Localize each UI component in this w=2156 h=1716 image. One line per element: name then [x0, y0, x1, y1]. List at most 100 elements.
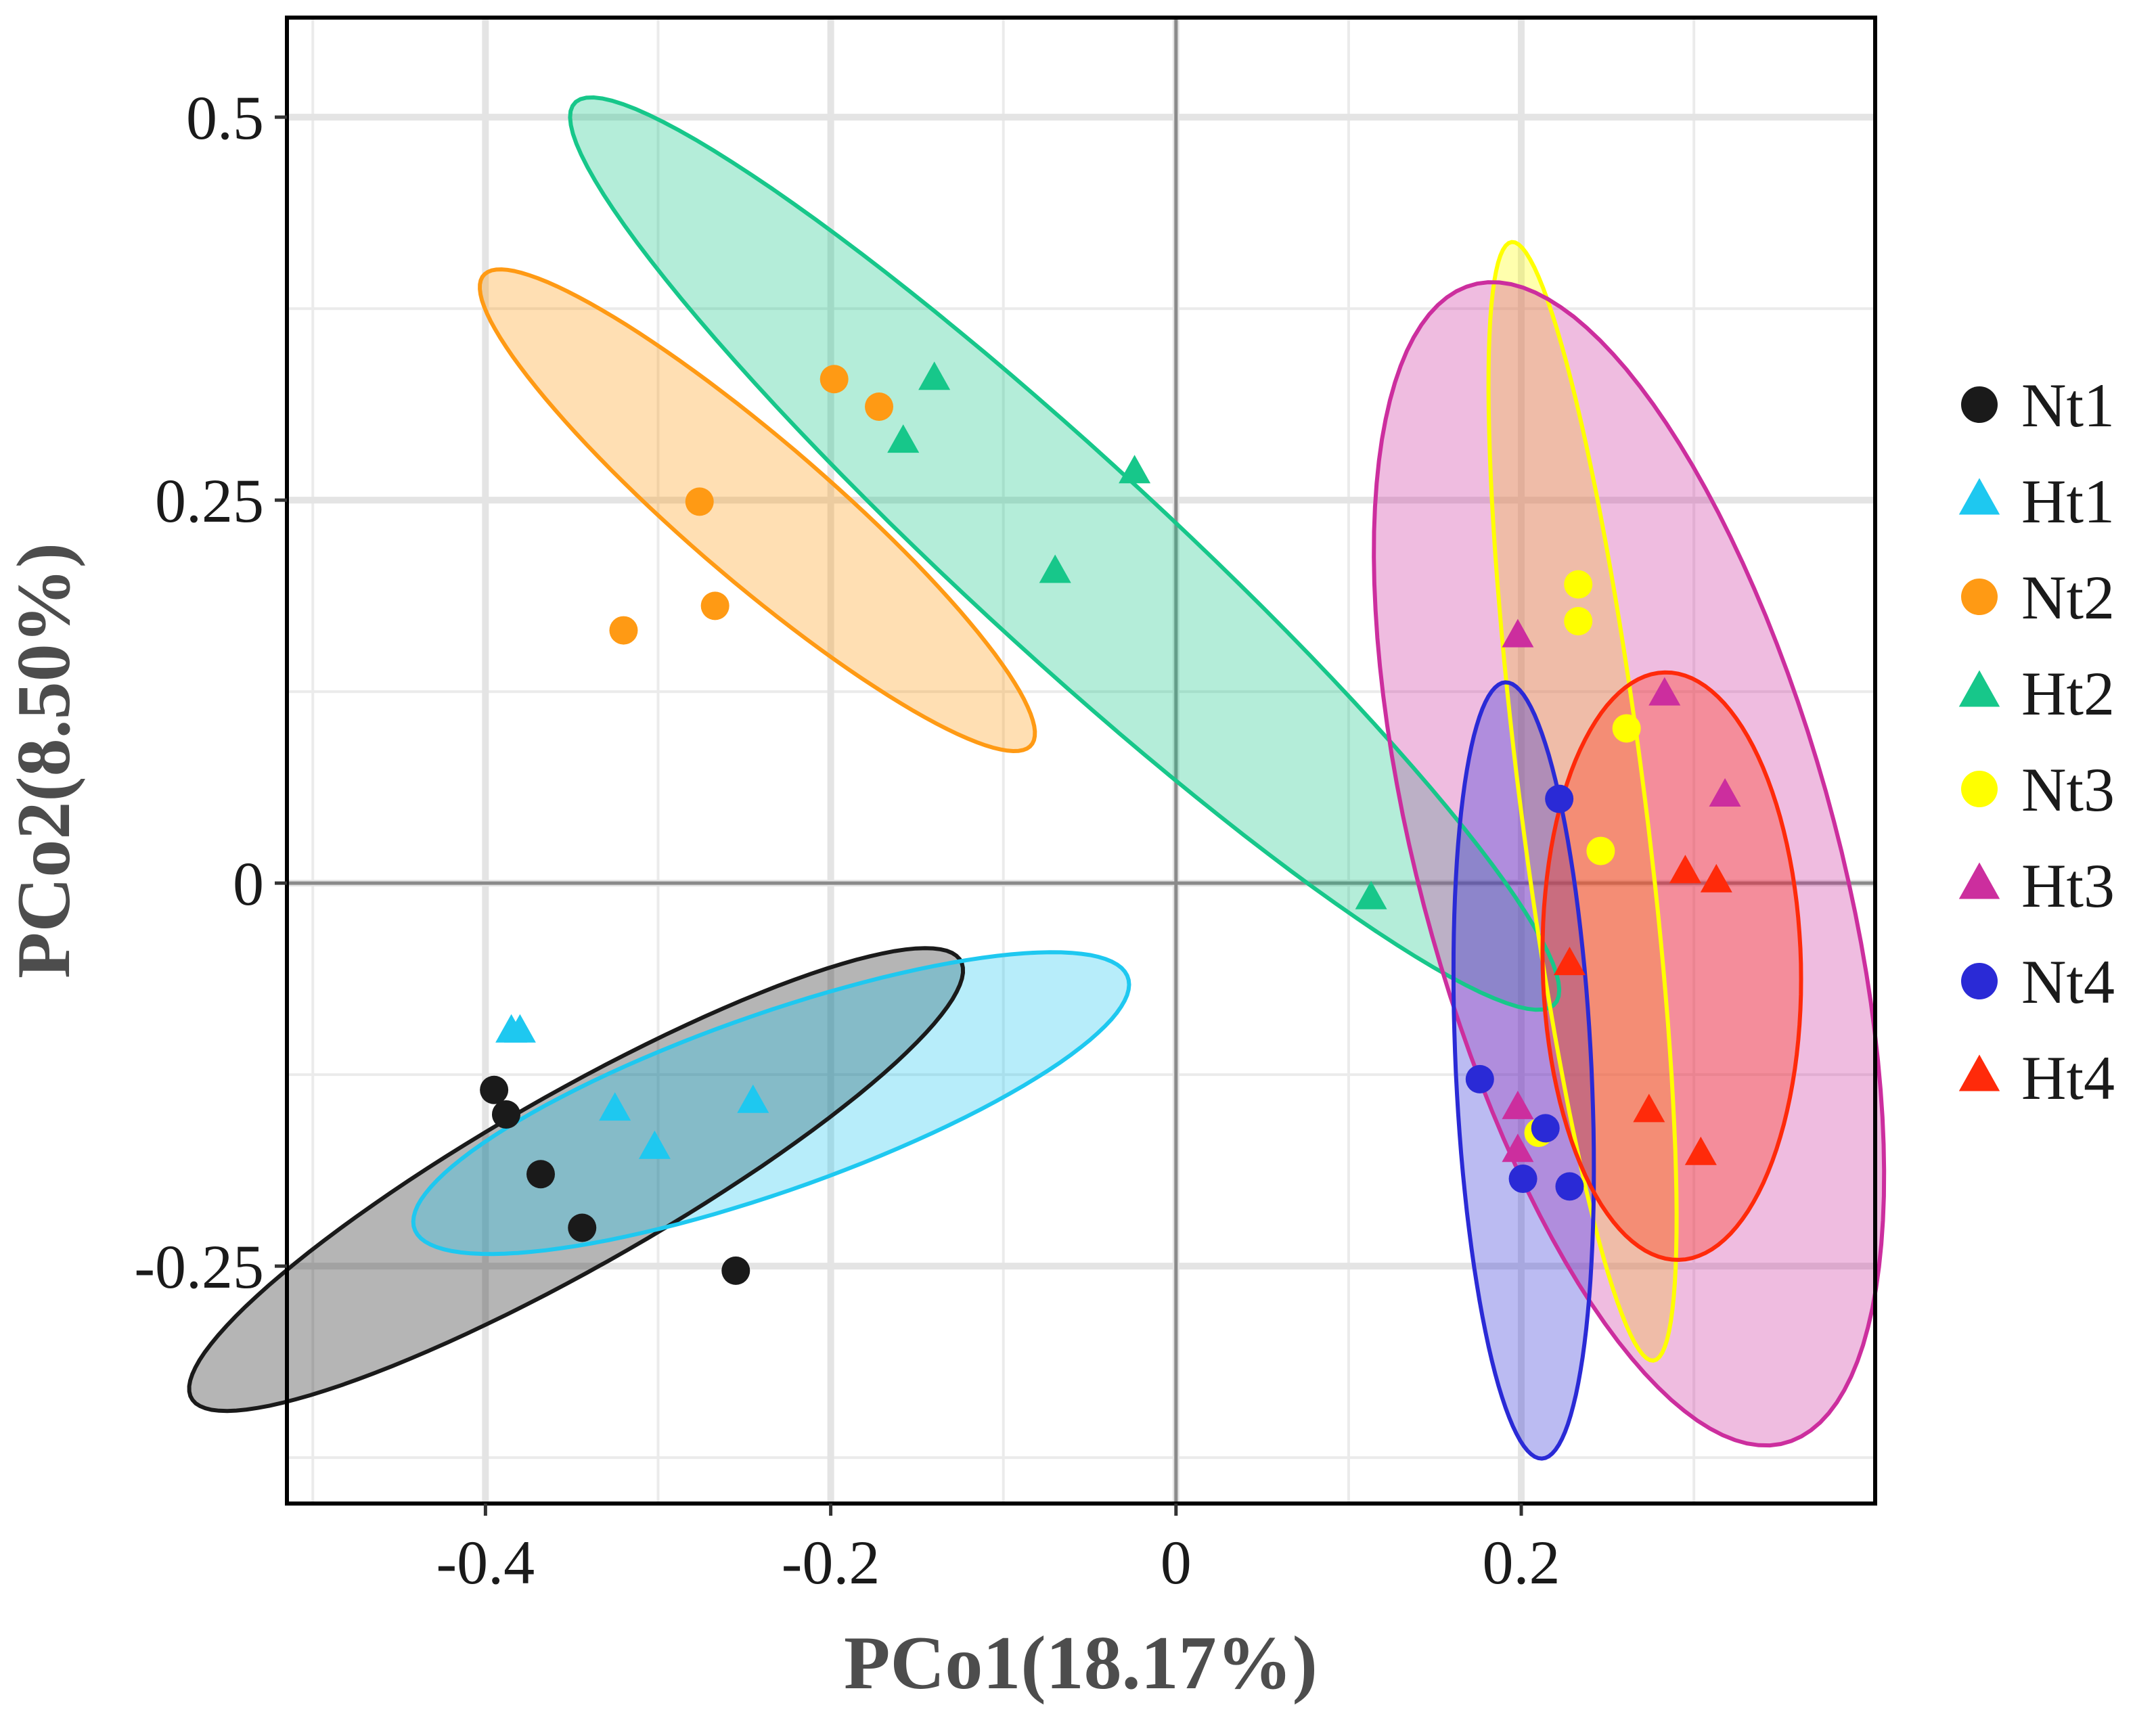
legend-label-ht3: Ht3 — [2021, 851, 2115, 920]
x-tick-label: -0.2 — [782, 1528, 880, 1597]
ellipse-outline-nt2 — [478, 267, 1037, 754]
legend-label-nt3: Nt3 — [2021, 755, 2115, 824]
legend-item-ht3: Ht3 — [1958, 851, 2115, 920]
data-point-ht2 — [918, 361, 951, 390]
data-point-nt4 — [1545, 784, 1574, 813]
legend-label-nt4: Nt4 — [2021, 947, 2115, 1016]
data-point-nt4 — [1508, 1165, 1537, 1194]
ellipse-outline-nt3 — [1486, 240, 1679, 1363]
legend-item-nt2: Nt2 — [1961, 563, 2115, 632]
ellipse-outline-ht1 — [411, 950, 1131, 1257]
legend-label-ht2: Ht2 — [2021, 659, 2115, 728]
data-point-ht1 — [503, 1014, 536, 1043]
legend-key-nt3 — [1961, 771, 1998, 807]
series-ht3 — [1502, 618, 1741, 1162]
series-nt4 — [1465, 784, 1584, 1201]
series-ht1 — [495, 1014, 769, 1159]
series-nt2 — [609, 365, 894, 645]
ellipse-fill-ht2 — [570, 97, 1560, 1010]
data-point-nt1 — [491, 1100, 520, 1129]
data-point-ht4 — [1684, 1136, 1717, 1165]
y-tick-label: 0 — [233, 849, 264, 918]
confidence-ellipses — [187, 95, 1887, 1461]
legend-item-ht4: Ht4 — [1958, 1043, 2115, 1112]
data-point-ht2 — [1355, 880, 1387, 909]
y-tick-label: 0.5 — [186, 83, 264, 152]
ellipse-fill-ht4 — [1542, 672, 1801, 1260]
data-point-ht3 — [1648, 677, 1681, 706]
ellipse-fill-nt3 — [1488, 242, 1677, 1361]
data-point-ht1 — [638, 1130, 671, 1159]
ellipse-fills — [189, 97, 1885, 1459]
data-point-nt1 — [480, 1075, 509, 1104]
data-points — [480, 361, 1741, 1285]
data-point-ht3 — [1709, 778, 1741, 807]
ellipse-fill-nt1 — [189, 948, 964, 1412]
data-point-nt3 — [1586, 836, 1615, 865]
x-tick-label: 0 — [1161, 1528, 1192, 1597]
plot-panel — [287, 18, 1875, 1504]
series-nt1 — [480, 1075, 750, 1285]
x-tick-label: 0.2 — [1483, 1528, 1560, 1597]
data-point-nt3 — [1564, 606, 1593, 635]
y-axis-title: PCo2(8.50%) — [2, 543, 86, 978]
legend-item-nt1: Nt1 — [1961, 371, 2115, 440]
ellipse-outline-ht4 — [1540, 670, 1803, 1262]
data-point-nt1 — [721, 1256, 750, 1285]
legend-key-ht1 — [1958, 478, 2000, 515]
data-point-ht1 — [737, 1084, 769, 1113]
data-point-ht2 — [887, 424, 920, 453]
data-point-nt2 — [819, 365, 849, 394]
data-point-nt4 — [1465, 1064, 1494, 1093]
legend-key-nt4 — [1961, 963, 1998, 999]
ellipse-fill-ht1 — [413, 952, 1129, 1255]
data-point-ht4 — [1669, 855, 1701, 884]
ellipse-outline-ht2 — [568, 95, 1562, 1012]
legend-key-ht4 — [1958, 1054, 2000, 1091]
ellipse-fill-ht3 — [1374, 282, 1885, 1446]
legend-label-nt2: Nt2 — [2021, 563, 2115, 632]
data-point-ht2 — [1039, 554, 1071, 583]
data-point-ht2 — [1119, 455, 1151, 484]
legend-label-ht4: Ht4 — [2021, 1043, 2115, 1112]
data-point-nt1 — [526, 1160, 556, 1189]
data-point-nt4 — [1555, 1172, 1584, 1201]
x-axis-title: PCo1(18.17%) — [844, 1621, 1318, 1705]
plot-border — [285, 16, 1877, 1506]
data-point-nt2 — [865, 392, 894, 422]
ellipse-outline-nt4 — [1451, 680, 1596, 1461]
legend-item-ht1: Ht1 — [1958, 467, 2115, 536]
legend-key-nt2 — [1961, 579, 1998, 615]
data-point-ht1 — [599, 1092, 631, 1121]
legend-label-ht1: Ht1 — [2021, 467, 2115, 536]
legend-item-nt3: Nt3 — [1961, 755, 2115, 824]
data-point-ht3 — [1502, 1133, 1534, 1162]
data-point-nt3 — [1612, 714, 1641, 743]
axis-ticks: -0.4 -0.2 0 0.2 -0.25 0 0.25 0.5 — [134, 83, 1560, 1597]
legend: Nt1 Ht1 Nt2 Ht2 Nt3 Ht3 Nt4 Ht4 — [1958, 371, 2115, 1112]
legend-key-ht3 — [1958, 862, 2000, 899]
data-point-nt2 — [685, 487, 714, 516]
legend-label-nt1: Nt1 — [2021, 371, 2115, 440]
ellipse-outline-nt1 — [187, 946, 966, 1414]
data-point-ht4 — [1700, 863, 1732, 893]
data-point-ht3 — [1502, 618, 1534, 648]
legend-item-nt4: Nt4 — [1961, 947, 2115, 1016]
legend-key-nt1 — [1961, 386, 1998, 423]
data-point-nt3 — [1564, 570, 1593, 599]
data-point-ht4 — [1553, 947, 1586, 976]
series-ht4 — [1553, 855, 1732, 1165]
x-tick-label: -0.4 — [436, 1528, 535, 1597]
legend-key-ht2 — [1958, 670, 2000, 707]
data-point-nt4 — [1531, 1114, 1560, 1143]
data-point-ht3 — [1502, 1090, 1534, 1119]
data-point-nt1 — [568, 1213, 597, 1242]
data-point-nt2 — [700, 591, 729, 620]
series-ht2 — [887, 361, 1387, 909]
data-point-ht4 — [1633, 1093, 1665, 1123]
ellipse-fill-nt2 — [480, 269, 1035, 752]
legend-item-ht2: Ht2 — [1958, 659, 2115, 728]
y-tick-label: -0.25 — [134, 1232, 264, 1301]
